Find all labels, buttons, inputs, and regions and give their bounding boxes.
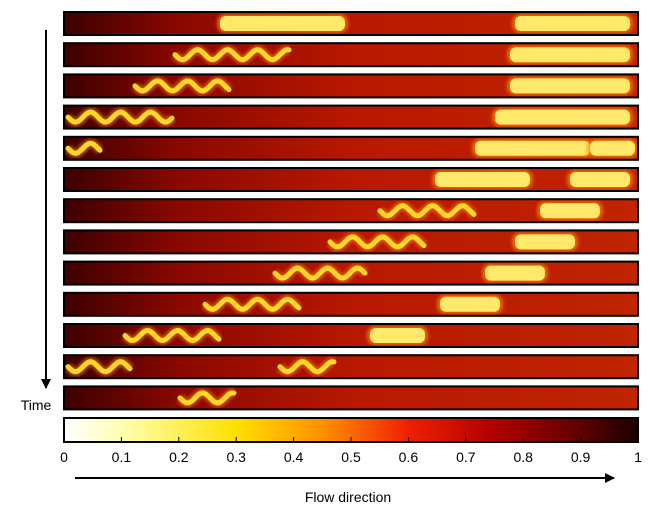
strip-background xyxy=(64,168,638,191)
x-tick-label: 0.7 xyxy=(456,449,476,465)
strip xyxy=(63,354,639,380)
blob xyxy=(475,140,590,156)
strip-frame xyxy=(63,135,639,161)
wave xyxy=(202,296,302,312)
x-tick-label: 0.9 xyxy=(571,449,591,465)
strip-frame xyxy=(63,323,639,348)
strip xyxy=(63,11,639,36)
strip xyxy=(63,291,639,317)
wave xyxy=(132,78,232,94)
wave xyxy=(65,140,103,156)
wave xyxy=(177,390,237,406)
strips xyxy=(63,11,639,411)
strip-background xyxy=(64,199,638,223)
x-tick-label: 1 xyxy=(634,449,642,465)
strip xyxy=(63,104,639,130)
strip-frame xyxy=(63,42,639,68)
strip-frame xyxy=(63,291,639,317)
strip xyxy=(63,198,639,224)
x-tick-label: 0.2 xyxy=(169,449,189,465)
strip xyxy=(63,385,639,411)
strip xyxy=(63,167,639,192)
strip-frame xyxy=(63,260,639,286)
strip-frame xyxy=(63,198,639,224)
x-tick-label: 0.8 xyxy=(513,449,533,465)
x-tick-label: 0.5 xyxy=(341,449,361,465)
strip xyxy=(63,73,639,99)
wave xyxy=(65,359,133,375)
x-tick-label: 0 xyxy=(60,449,68,465)
x-label: Flow direction xyxy=(305,489,391,505)
blob xyxy=(440,296,500,312)
blob xyxy=(510,78,630,94)
x-tick-label: 0.4 xyxy=(284,449,304,465)
strip-frame xyxy=(63,229,639,255)
blob xyxy=(485,265,545,281)
strip-background xyxy=(64,12,638,35)
wave xyxy=(277,359,337,375)
blob xyxy=(590,140,635,156)
blob xyxy=(515,16,630,31)
wave xyxy=(377,203,477,219)
wave xyxy=(272,265,368,281)
x-tick-label: 0.6 xyxy=(399,449,419,465)
strip xyxy=(63,323,639,348)
blob xyxy=(370,328,425,343)
strip-frame xyxy=(63,385,639,411)
blob xyxy=(435,172,530,187)
strip-frame xyxy=(63,167,639,192)
x-tick-label: 0.1 xyxy=(112,449,132,465)
strip-frame xyxy=(63,73,639,99)
strip-frame xyxy=(63,104,639,130)
strip-background xyxy=(64,355,638,379)
x-tick-label: 0.3 xyxy=(226,449,246,465)
blob xyxy=(515,234,575,250)
blob xyxy=(540,203,600,219)
strip xyxy=(63,229,639,255)
blob xyxy=(570,172,630,187)
strip xyxy=(63,135,639,161)
wave xyxy=(172,47,292,63)
strip xyxy=(63,260,639,286)
wave xyxy=(327,234,427,250)
blob xyxy=(495,109,630,125)
y-label: Time xyxy=(21,397,52,413)
wave xyxy=(122,327,222,344)
blob xyxy=(220,16,345,31)
blob xyxy=(510,47,630,63)
strip-background xyxy=(64,292,638,316)
strip xyxy=(63,42,639,68)
strip-frame xyxy=(63,354,639,380)
strip-frame xyxy=(63,11,639,36)
strip-background xyxy=(64,386,638,410)
wave xyxy=(65,109,175,125)
